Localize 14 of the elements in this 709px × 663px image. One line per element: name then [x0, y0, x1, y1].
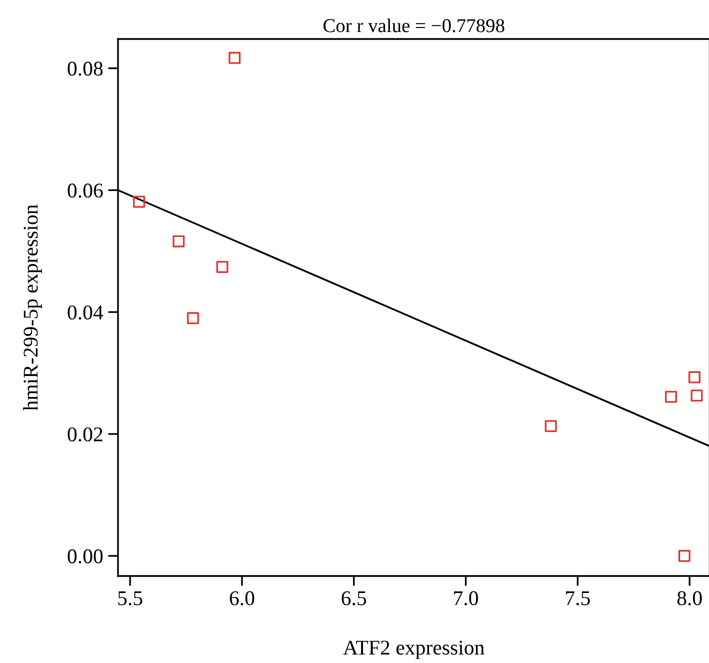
y-tick-label: 0.08 [68, 62, 103, 76]
x-tick-label: 8.0 [677, 591, 702, 606]
x-tick-label: 5.5 [118, 591, 142, 606]
y-tick-label: 0.02 [68, 427, 102, 442]
x-tick-label: 7.5 [566, 591, 590, 606]
y-tick-label: 0.06 [68, 184, 103, 198]
y-tick-label: 0.00 [68, 549, 103, 564]
x-tick-label: 6.0 [230, 591, 254, 606]
x-axis-title: ATF2 expression [343, 640, 484, 659]
chart-title: Cor r value = −0.77898 [323, 18, 504, 32]
x-tick-label: 7.0 [454, 591, 478, 606]
y-tick-label: 0.04 [68, 305, 104, 320]
y-axis-title: hmiR-299-5p expression [23, 204, 42, 411]
x-tick-label: 6.5 [342, 591, 366, 606]
